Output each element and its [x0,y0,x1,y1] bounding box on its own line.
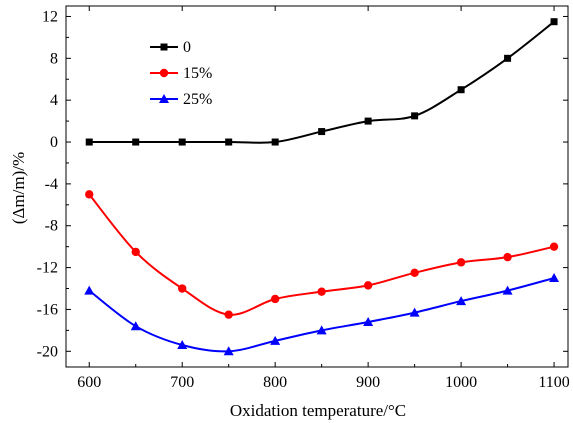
data-point [271,138,279,146]
x-tick-label: 900 [356,374,380,391]
y-tick-label: -4 [45,176,58,193]
y-tick-label: -20 [37,343,58,360]
series-layer [84,18,560,356]
y-tick-label: 4 [50,92,58,109]
x-tick-label: 600 [77,374,101,391]
legend-marker [159,68,169,78]
x-tick-label: 800 [263,374,287,391]
data-point [457,86,465,94]
x-axis-title: Oxidation temperature/°C [230,401,406,420]
plot-frame [65,5,569,368]
data-point [502,285,513,295]
data-point [410,268,419,278]
legend-label: 25% [183,91,212,108]
data-point [364,117,372,125]
data-point [85,138,93,146]
data-point [132,138,140,146]
data-point [270,294,280,304]
data-point [131,247,140,257]
data-point [84,285,95,295]
data-point [549,242,559,251]
legend-label: 15% [183,65,212,82]
data-point [549,273,560,283]
y-axis-title: (Δm/m)/% [9,152,28,224]
data-point [224,310,233,319]
data-point [456,258,466,267]
data-point [270,335,281,345]
data-point [363,281,373,290]
data-point [178,284,187,293]
y-tick-label: -8 [45,218,58,235]
legend-marker [160,43,168,51]
y-tick-label: 0 [50,134,58,151]
data-point [409,307,420,317]
data-point [411,112,419,120]
data-point [503,252,512,262]
y-tick-label: -16 [37,301,58,318]
data-point [504,54,512,62]
data-point [177,340,188,350]
y-tick-label: -12 [37,260,58,277]
data-point [317,287,326,296]
data-point [130,321,141,331]
data-point [85,190,94,199]
y-tick-label: 12 [42,8,58,25]
data-point [316,325,327,335]
data-point [225,138,233,146]
x-tick-label: 1000 [445,374,477,391]
data-point [456,296,467,306]
axes: 600 700 800 900 1000 1100 12 8 4 0 -4 -8 -12 -16 -20 [37,5,570,391]
x-tick-label: 1100 [538,374,569,391]
series-line [89,20,555,144]
data-point [550,18,558,26]
legend-marker [159,94,169,103]
legend: 0 15% 25% [150,39,212,108]
data-point [223,346,234,356]
data-point [318,128,326,136]
legend-label: 0 [183,39,191,56]
x-tick-label: 700 [170,374,194,391]
data-point [363,317,374,327]
y-tick-label: 8 [50,50,58,67]
data-point [178,138,186,146]
